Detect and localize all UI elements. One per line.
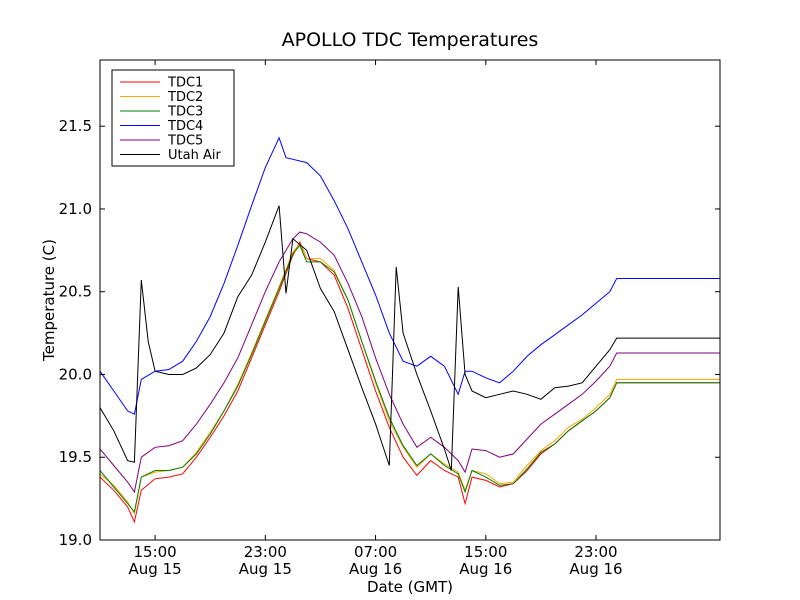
x-tick-label-time: 15:00 xyxy=(464,543,507,561)
chart-title: APOLLO TDC Temperatures xyxy=(282,29,539,51)
y-tick-label: 20.0 xyxy=(59,365,92,383)
x-tick-label-time: 07:00 xyxy=(354,543,397,561)
series-line-tdc3 xyxy=(100,244,720,514)
x-tick-label-date: Aug 15 xyxy=(239,560,292,578)
series-layer xyxy=(100,136,720,524)
legend-label: TDC2 xyxy=(167,90,203,105)
legend-label: Utah Air xyxy=(168,148,221,163)
legend-box xyxy=(111,69,235,167)
y-tick-label: 21.5 xyxy=(59,117,92,135)
x-tick-label-date: Aug 16 xyxy=(459,560,512,578)
x-tick-label-time: 23:00 xyxy=(244,543,287,561)
y-axis-label: Temperature (C) xyxy=(40,239,58,362)
series-line-tdc5 xyxy=(100,231,720,494)
legend-label: TDC3 xyxy=(167,105,203,120)
x-axis-label: Date (GMT) xyxy=(367,578,453,596)
legend-label: TDC1 xyxy=(167,76,203,91)
y-tick-label: 21.0 xyxy=(59,200,92,218)
series-line-tdc1 xyxy=(100,240,720,524)
series-line-utah-air xyxy=(100,205,720,471)
x-tick-label-time: 23:00 xyxy=(574,543,617,561)
x-tick-label-date: Aug 16 xyxy=(569,560,622,578)
x-tick-label-date: Aug 16 xyxy=(349,560,402,578)
legend-label: TDC4 xyxy=(167,119,203,134)
series-line-tdc4 xyxy=(100,136,720,415)
legend-label: TDC5 xyxy=(167,134,203,149)
x-tick-label-date: Aug 15 xyxy=(129,560,182,578)
y-tick-label: 19.0 xyxy=(59,531,92,549)
y-tick-label: 19.5 xyxy=(59,448,92,466)
plot-frame xyxy=(99,59,721,541)
x-tick-label-time: 15:00 xyxy=(133,543,176,561)
y-tick-label: 20.5 xyxy=(59,283,92,301)
